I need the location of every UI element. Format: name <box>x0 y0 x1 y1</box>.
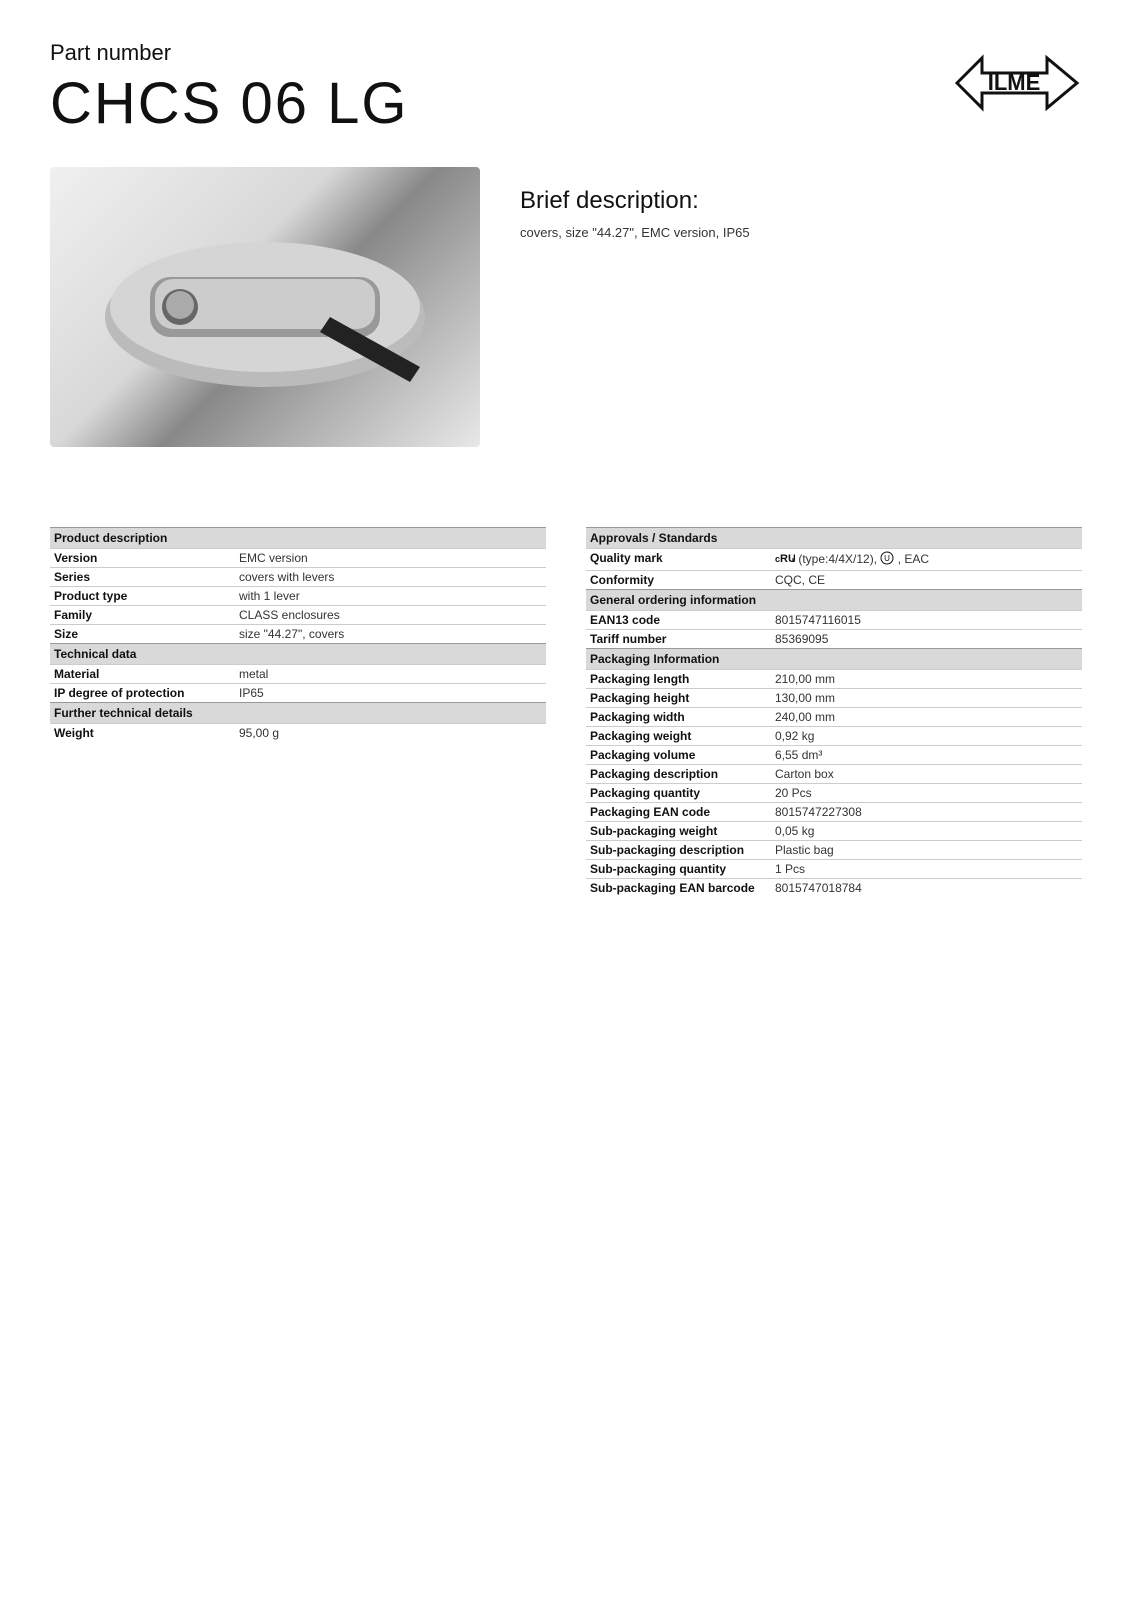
spec-row: Packaging quantity20 Pcs <box>586 783 1082 802</box>
spec-label: IP degree of protection <box>54 686 239 700</box>
spec-row: Sub-packaging weight0,05 kg <box>586 821 1082 840</box>
section-header: Product description <box>50 527 546 548</box>
circled-mark-icon: U <box>880 551 894 568</box>
spec-row: Sub-packaging descriptionPlastic bag <box>586 840 1082 859</box>
spec-row: Packaging volume6,55 dm³ <box>586 745 1082 764</box>
spec-label: EAN13 code <box>590 613 775 627</box>
spec-row: Weight95,00 g <box>50 723 546 742</box>
brief-block: Brief description: covers, size "44.27",… <box>520 167 1082 240</box>
spec-label: Sub-packaging description <box>590 843 775 857</box>
spec-value: CLASS enclosures <box>239 608 542 622</box>
spec-row: Tariff number85369095 <box>586 629 1082 648</box>
spec-value: EMC version <box>239 551 542 565</box>
spec-label: Packaging quantity <box>590 786 775 800</box>
spec-label: Packaging description <box>590 767 775 781</box>
section-header: Packaging Information <box>586 648 1082 669</box>
spec-row: Materialmetal <box>50 664 546 683</box>
section-header: General ordering information <box>586 589 1082 610</box>
spec-row: Quality markcRUus (type:4/4X/12), U , EA… <box>586 548 1082 570</box>
spec-row: Product typewith 1 lever <box>50 586 546 605</box>
spec-label: Sub-packaging quantity <box>590 862 775 876</box>
spec-label: Packaging weight <box>590 729 775 743</box>
left-column: Product descriptionVersionEMC versionSer… <box>50 527 546 897</box>
spec-value: 130,00 mm <box>775 691 1078 705</box>
spec-label: Packaging length <box>590 672 775 686</box>
spec-label: Quality mark <box>590 551 775 568</box>
part-number: CHCS 06 LG <box>50 70 952 137</box>
spec-row: Packaging weight0,92 kg <box>586 726 1082 745</box>
spec-value: 0,92 kg <box>775 729 1078 743</box>
spec-row: EAN13 code8015747116015 <box>586 610 1082 629</box>
spec-value: with 1 lever <box>239 589 542 603</box>
spec-row: Packaging length210,00 mm <box>586 669 1082 688</box>
spec-value: 6,55 dm³ <box>775 748 1078 762</box>
spec-value: Plastic bag <box>775 843 1078 857</box>
brief-title: Brief description: <box>520 187 1082 215</box>
brand-logo: ILME <box>952 48 1082 118</box>
spec-value: 20 Pcs <box>775 786 1078 800</box>
spec-label: Packaging volume <box>590 748 775 762</box>
spec-value: Carton box <box>775 767 1078 781</box>
spec-row: IP degree of protectionIP65 <box>50 683 546 702</box>
spec-label: Size <box>54 627 239 641</box>
spec-label: Packaging width <box>590 710 775 724</box>
spec-label: Packaging height <box>590 691 775 705</box>
spec-row: FamilyCLASS enclosures <box>50 605 546 624</box>
spec-label: Conformity <box>590 573 775 587</box>
spec-value: covers with levers <box>239 570 542 584</box>
spec-row: Packaging descriptionCarton box <box>586 764 1082 783</box>
spec-row: VersionEMC version <box>50 548 546 567</box>
spec-value: 95,00 g <box>239 726 542 740</box>
spec-row: Sizesize "44.27", covers <box>50 624 546 643</box>
spec-value: IP65 <box>239 686 542 700</box>
spec-value: size "44.27", covers <box>239 627 542 641</box>
spec-label: Product type <box>54 589 239 603</box>
spec-label: Tariff number <box>590 632 775 646</box>
spec-row: Seriescovers with levers <box>50 567 546 586</box>
spec-row: Packaging height130,00 mm <box>586 688 1082 707</box>
spec-value: 8015747018784 <box>775 881 1078 895</box>
quality-mark-type-text: (type:4/4X/12), <box>795 552 880 566</box>
spec-label: Sub-packaging weight <box>590 824 775 838</box>
spec-row: Sub-packaging quantity1 Pcs <box>586 859 1082 878</box>
spec-value: 0,05 kg <box>775 824 1078 838</box>
spec-label: Packaging EAN code <box>590 805 775 819</box>
spec-value: metal <box>239 667 542 681</box>
title-block: Part number CHCS 06 LG <box>50 40 952 137</box>
spec-label: Weight <box>54 726 239 740</box>
section-header: Further technical details <box>50 702 546 723</box>
spec-label: Sub-packaging EAN barcode <box>590 881 775 895</box>
spec-row: Sub-packaging EAN barcode8015747018784 <box>586 878 1082 897</box>
quality-mark-eac-text: , EAC <box>894 552 929 566</box>
spec-value: 8015747227308 <box>775 805 1078 819</box>
spec-label: Material <box>54 667 239 681</box>
spec-row: Packaging width240,00 mm <box>586 707 1082 726</box>
spec-label: Version <box>54 551 239 565</box>
spec-columns: Product descriptionVersionEMC versionSer… <box>50 527 1082 897</box>
right-column: Approvals / StandardsQuality markcRUus (… <box>586 527 1082 897</box>
brief-text: covers, size "44.27", EMC version, IP65 <box>520 225 1082 240</box>
spec-value: 85369095 <box>775 632 1078 646</box>
section-header: Technical data <box>50 643 546 664</box>
spec-value: 210,00 mm <box>775 672 1078 686</box>
spec-value: 1 Pcs <box>775 862 1078 876</box>
spec-value: cRUus (type:4/4X/12), U , EAC <box>775 551 1078 568</box>
ul-mark-icon: cRUus <box>775 552 795 567</box>
spec-row: ConformityCQC, CE <box>586 570 1082 589</box>
spec-label: Family <box>54 608 239 622</box>
product-image <box>50 167 480 447</box>
header-row: Part number CHCS 06 LG ILME <box>50 40 1082 137</box>
spec-label: Series <box>54 570 239 584</box>
part-label: Part number <box>50 40 952 66</box>
svg-text:U: U <box>885 554 891 563</box>
section-header: Approvals / Standards <box>586 527 1082 548</box>
product-section: Brief description: covers, size "44.27",… <box>50 167 1082 447</box>
svg-text:ILME: ILME <box>988 70 1041 95</box>
spec-row: Packaging EAN code8015747227308 <box>586 802 1082 821</box>
spec-value: 8015747116015 <box>775 613 1078 627</box>
spec-value: CQC, CE <box>775 573 1078 587</box>
spec-value: 240,00 mm <box>775 710 1078 724</box>
